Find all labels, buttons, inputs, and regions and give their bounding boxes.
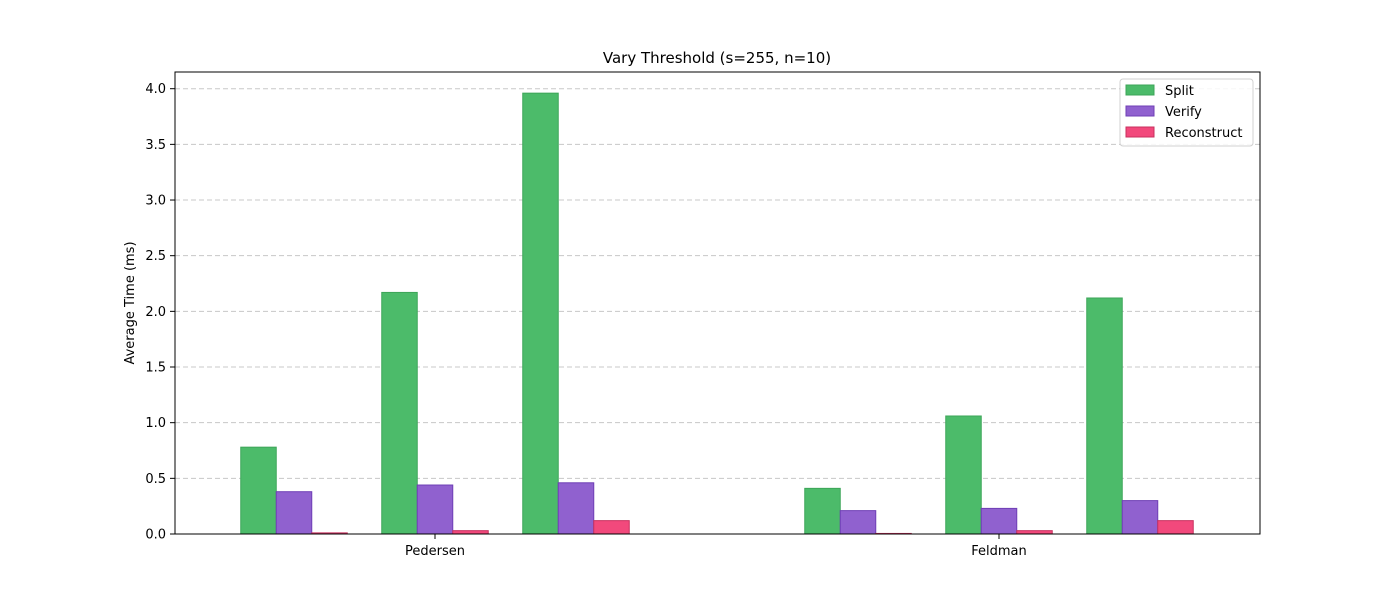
bar-feldman-3-verify bbox=[1121, 500, 1159, 535]
bar-pedersen-2-split bbox=[381, 291, 418, 535]
y-tick-label: 1.0 bbox=[145, 416, 166, 431]
legend-swatch-split bbox=[1125, 84, 1155, 96]
y-tick-label: 2.0 bbox=[145, 305, 166, 320]
y-tick-label: 0.0 bbox=[145, 528, 166, 543]
bar-pedersen-2-reconstruct bbox=[452, 530, 489, 535]
bar-feldman-1-split bbox=[804, 487, 841, 535]
bar-pedersen-1-split bbox=[240, 446, 277, 535]
chart-title: Vary Threshold (s=255, n=10) bbox=[603, 49, 831, 67]
bar-pedersen-2-verify bbox=[416, 484, 454, 535]
y-axis: 0.0 0.5 1.0 1.5 2.0 2.5 3.0 3.5 4.0 bbox=[145, 82, 175, 543]
bar-feldman-2-verify bbox=[980, 507, 1018, 535]
grid-lines bbox=[175, 88, 1260, 479]
y-tick-label: 1.5 bbox=[145, 361, 166, 376]
bar-pedersen-3-split bbox=[522, 92, 559, 535]
x-tick-label: Feldman bbox=[971, 544, 1027, 559]
bar-pedersen-1-verify bbox=[275, 491, 313, 535]
legend-swatch-reconstruct bbox=[1125, 126, 1155, 138]
legend-label-reconstruct: Reconstruct bbox=[1165, 126, 1243, 141]
bar-pedersen-3-reconstruct bbox=[593, 520, 630, 535]
y-tick-label: 4.0 bbox=[145, 82, 166, 97]
y-tick-label: 3.5 bbox=[145, 138, 166, 153]
x-axis: Pedersen Feldman bbox=[405, 534, 1027, 559]
bar-feldman-3-split bbox=[1086, 297, 1123, 535]
bar-pedersen-3-verify bbox=[557, 482, 595, 535]
bar-feldman-1-verify bbox=[839, 510, 877, 535]
legend-label-split: Split bbox=[1165, 84, 1194, 99]
bar-feldman-3-reconstruct bbox=[1157, 520, 1194, 535]
y-axis-title: Average Time (ms) bbox=[123, 241, 138, 364]
y-tick-label: 0.5 bbox=[145, 472, 166, 487]
plot-frame bbox=[174, 71, 1261, 535]
legend-swatch-verify bbox=[1125, 105, 1155, 117]
bar-feldman-2-reconstruct bbox=[1016, 530, 1053, 535]
y-tick-label: 2.5 bbox=[145, 249, 166, 264]
legend: Split Verify Reconstruct bbox=[1119, 78, 1254, 147]
bar-feldman-2-split bbox=[945, 415, 982, 535]
bars bbox=[240, 92, 1194, 535]
y-tick-label: 3.0 bbox=[145, 194, 166, 209]
x-tick-label: Pedersen bbox=[405, 544, 465, 559]
legend-label-verify: Verify bbox=[1165, 105, 1202, 120]
